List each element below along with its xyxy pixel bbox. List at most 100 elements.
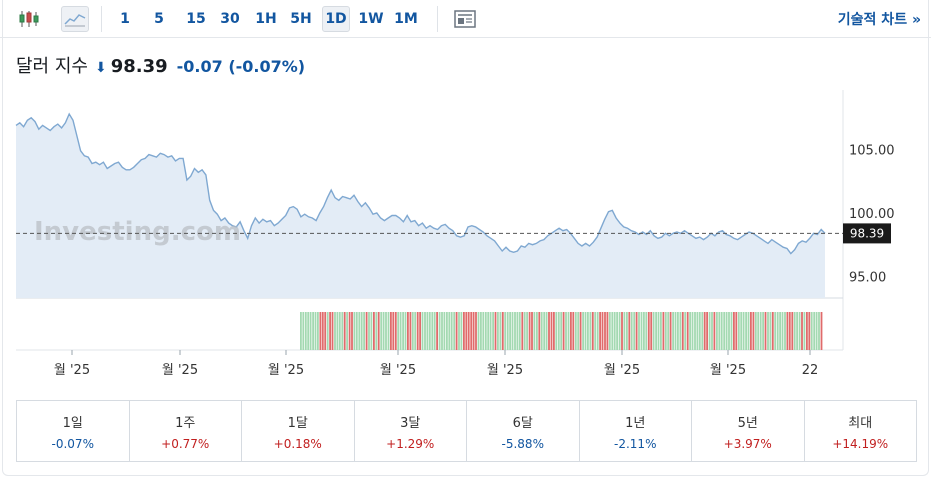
- timeframe-1h[interactable]: 1H: [255, 11, 277, 27]
- volume-bar: [813, 312, 816, 350]
- volume-bar: [300, 312, 302, 350]
- volume-bar: [779, 312, 781, 350]
- volume-bar: [672, 312, 674, 350]
- volume-bar: [740, 312, 743, 350]
- return-cell[interactable]: 1주 +0.77%: [128, 401, 242, 461]
- volume-bar: [402, 312, 404, 350]
- volume-bar: [450, 312, 453, 350]
- volume-bar: [608, 312, 611, 350]
- volume-bar: [572, 312, 575, 350]
- return-period: 1달: [287, 415, 308, 431]
- volume-bar: [307, 312, 310, 350]
- y-tick-label: 95.00: [849, 270, 886, 285]
- timeframe-5[interactable]: 5: [154, 11, 164, 27]
- volume-bar: [487, 312, 490, 350]
- volume-bar: [769, 312, 772, 350]
- volume-bar: [725, 312, 728, 350]
- return-value: +1.29%: [386, 436, 435, 451]
- volume-bar: [484, 312, 487, 350]
- news-layout-icon[interactable]: [451, 6, 479, 32]
- volume-bar: [531, 312, 533, 350]
- timeframe-1m[interactable]: 1M: [394, 11, 418, 27]
- return-cell[interactable]: 1달 +0.18%: [241, 401, 354, 461]
- chart-toolbar: 1 5 15 30 1H 5H 1D 1W 1M 기술적 차트 »: [0, 0, 931, 38]
- area-chart-icon[interactable]: [61, 6, 89, 32]
- volume-bar: [691, 312, 694, 350]
- volume-bar: [764, 312, 767, 350]
- volume-bar: [540, 312, 543, 350]
- return-cell[interactable]: 6달 -5.88%: [466, 401, 579, 461]
- volume-bar: [567, 312, 570, 350]
- return-period: 1년: [625, 415, 646, 431]
- volume-bar: [718, 312, 721, 350]
- volume-bar: [759, 312, 762, 350]
- volume-bar: [570, 312, 572, 350]
- volume-bar: [737, 312, 740, 350]
- timeframe-1w[interactable]: 1W: [358, 11, 384, 27]
- timeframe-15[interactable]: 15: [186, 11, 206, 27]
- volume-bar: [373, 312, 375, 350]
- return-cell[interactable]: 3달 +1.29%: [353, 401, 467, 461]
- volume-bar: [820, 312, 823, 350]
- volume-bar: [698, 312, 701, 350]
- x-tick-label: 월 '25: [54, 363, 90, 378]
- volume-bar: [514, 312, 516, 350]
- volume-bar: [455, 312, 458, 350]
- volume-bar: [523, 312, 526, 350]
- volume-bar: [730, 312, 733, 350]
- volume-bar: [446, 312, 448, 350]
- volume-bar: [375, 312, 378, 350]
- widget-frame: [2, 0, 929, 476]
- volume-bar: [392, 312, 395, 350]
- return-cell[interactable]: 5년 +3.97%: [691, 401, 804, 461]
- volume-bar: [351, 312, 353, 350]
- volume-bar: [368, 312, 370, 350]
- volume-bar: [623, 312, 626, 350]
- volume-bar: [390, 312, 392, 350]
- timeframe-30[interactable]: 30: [220, 11, 240, 27]
- volume-bar: [555, 312, 558, 350]
- technical-chart-link[interactable]: 기술적 차트 »: [837, 12, 921, 28]
- volume-bar: [606, 312, 609, 350]
- volume-bar: [810, 312, 813, 350]
- timeframe-1[interactable]: 1: [120, 11, 130, 27]
- volume-bar: [536, 312, 538, 350]
- volume-bar: [511, 312, 514, 350]
- volume-bar: [394, 312, 397, 350]
- timeframe-1d[interactable]: 1D: [322, 6, 350, 32]
- volume-bar: [677, 312, 679, 350]
- volume-bar: [762, 312, 764, 350]
- volume-bar: [506, 312, 509, 350]
- volume-bar: [647, 312, 650, 350]
- candlestick-chart-icon[interactable]: [16, 6, 42, 32]
- y-tick-label: 100.00: [849, 207, 895, 222]
- volume-bar: [314, 312, 317, 350]
- volume-bar: [596, 312, 599, 350]
- return-value: -2.11%: [614, 436, 657, 451]
- volume-bar: [793, 312, 796, 350]
- volume-bar: [711, 312, 713, 350]
- volume-bar: [533, 312, 536, 350]
- volume-bar: [733, 312, 735, 350]
- volume-bar: [708, 312, 711, 350]
- return-cell[interactable]: 1년 -2.11%: [578, 401, 692, 461]
- volume-bar: [443, 312, 446, 350]
- volume-bar: [613, 312, 616, 350]
- volume-bar: [543, 312, 546, 350]
- volume-bar: [426, 312, 429, 350]
- return-cell[interactable]: 1일 -0.07%: [17, 401, 129, 461]
- volume-bar: [604, 312, 606, 350]
- volume-bar: [626, 312, 628, 350]
- x-tick-label: 월 '25: [487, 363, 523, 378]
- volume-bar: [599, 312, 601, 350]
- volume-bar: [621, 312, 623, 350]
- volume-bar: [618, 312, 621, 350]
- volume-bar: [497, 312, 499, 350]
- volume-bar: [818, 312, 820, 350]
- volume-bar: [421, 312, 424, 350]
- timeframe-5h[interactable]: 5H: [290, 11, 312, 27]
- volume-bar: [494, 312, 497, 350]
- volume-bars: [300, 312, 823, 350]
- return-cell[interactable]: 최대 +14.19%: [803, 401, 917, 461]
